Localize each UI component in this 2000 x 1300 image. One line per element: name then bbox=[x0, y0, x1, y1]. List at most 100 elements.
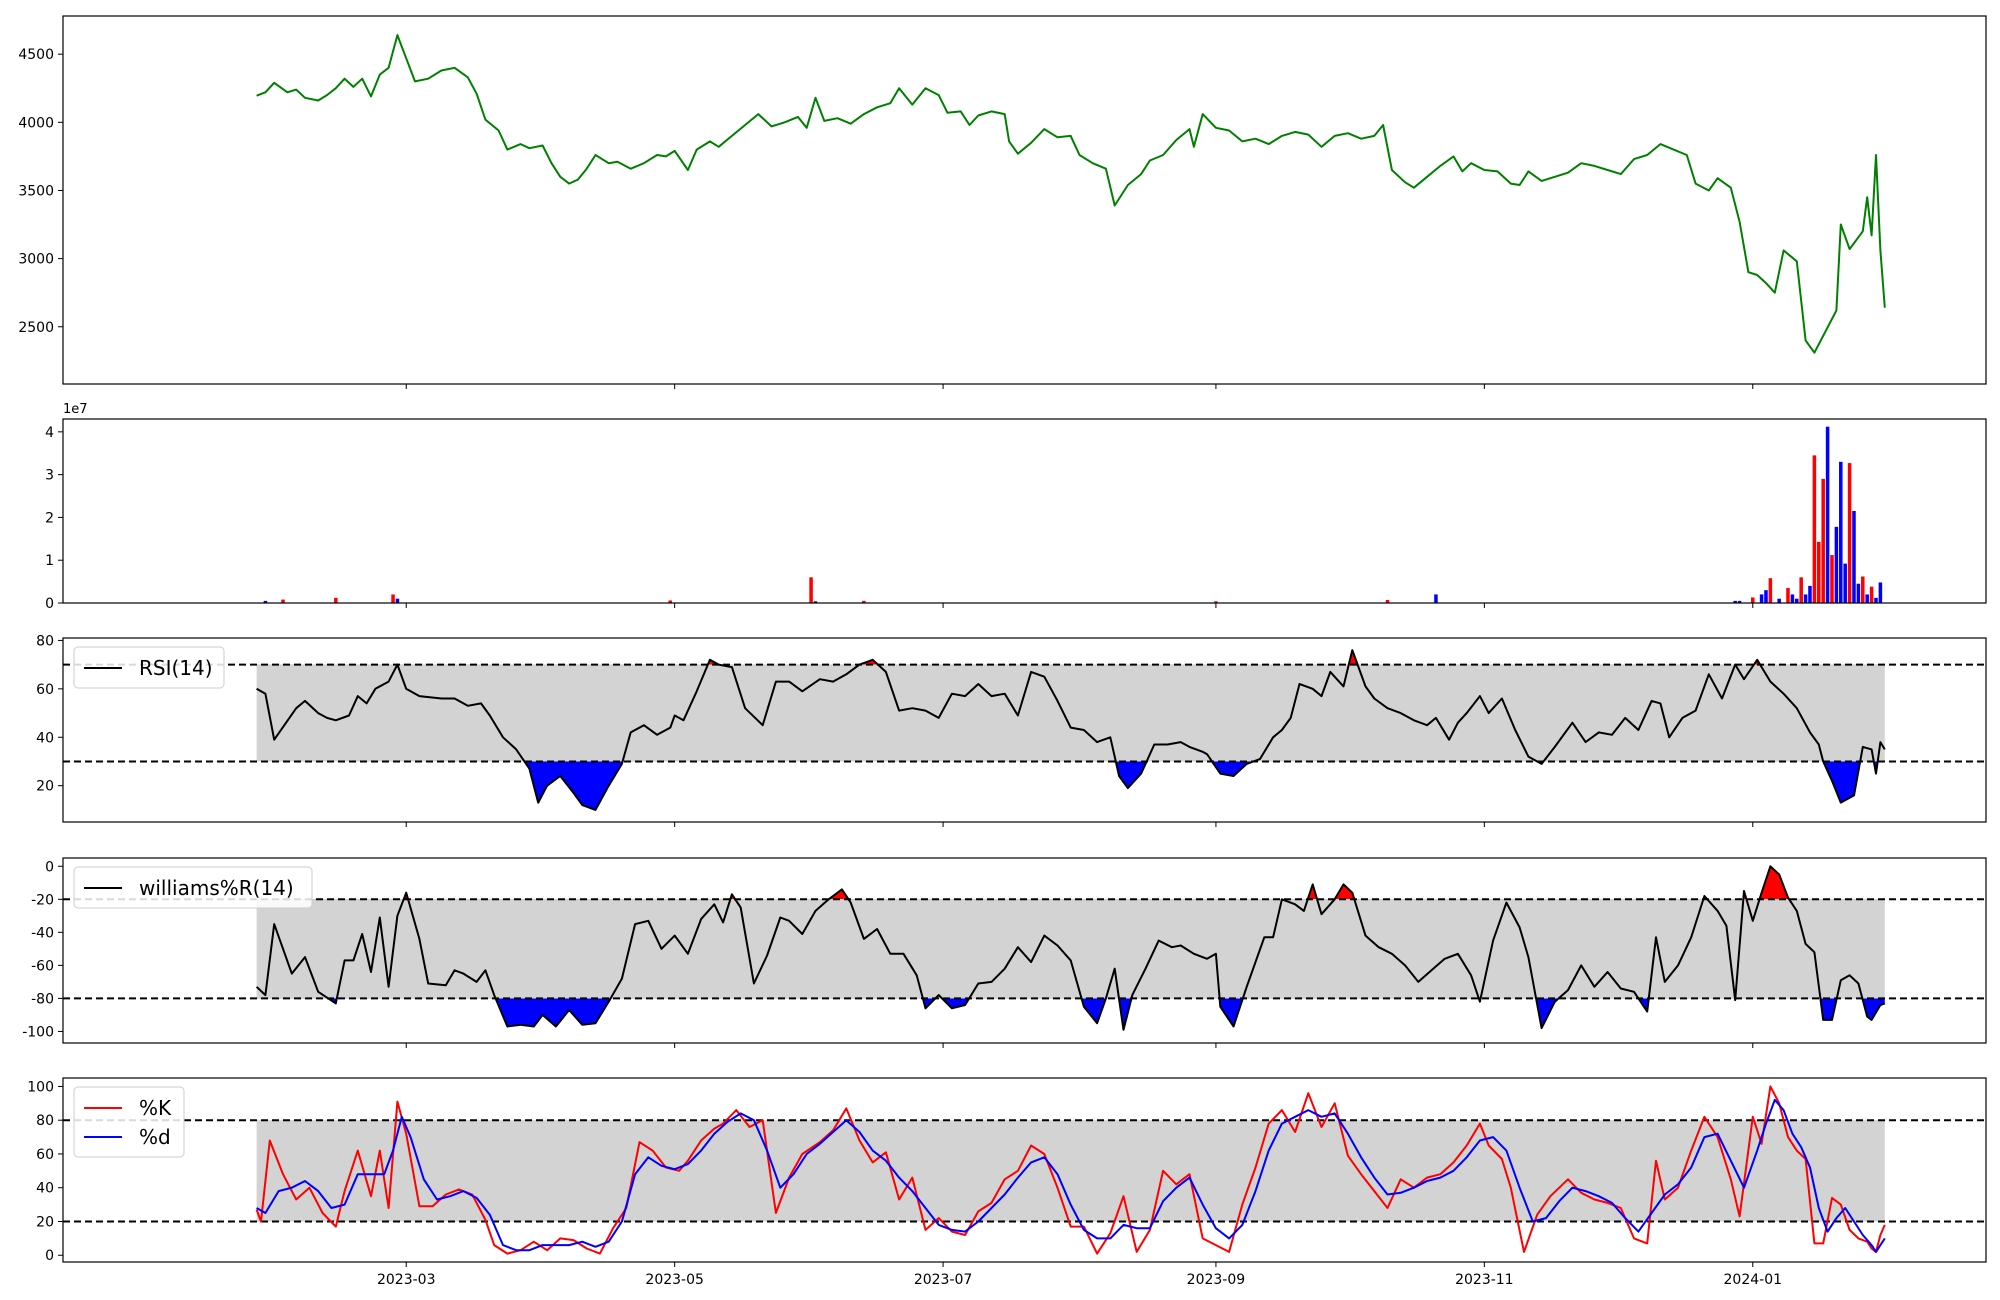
volume-bar bbox=[1856, 583, 1861, 603]
y-tick-label: 40 bbox=[36, 1181, 54, 1197]
williams-plot-area bbox=[63, 865, 1986, 1031]
volume-bar bbox=[1874, 597, 1878, 603]
y-tick-label: 3000 bbox=[18, 252, 54, 268]
volume-bar bbox=[1847, 463, 1852, 603]
volume-bar bbox=[1865, 594, 1869, 603]
volume-bar bbox=[862, 600, 866, 603]
legend-box bbox=[73, 866, 313, 909]
volume-bar bbox=[263, 600, 268, 603]
rsi-14-line bbox=[256, 649, 1886, 811]
volume-bar bbox=[813, 601, 818, 603]
y-tick-label: -80 bbox=[31, 991, 54, 1007]
volume-bar bbox=[1830, 555, 1834, 603]
williams-r-14-line bbox=[255, 865, 1886, 1031]
volume-bar bbox=[1861, 576, 1865, 603]
volume-bar bbox=[1803, 594, 1808, 603]
y-tick-label: 4 bbox=[45, 425, 54, 441]
volume-bar bbox=[1869, 586, 1874, 603]
y-tick-label: 0 bbox=[45, 859, 54, 875]
panel-williams: -100 -80 -60 -40 -20 0 williams%R(14) bbox=[22, 857, 1987, 1048]
y-tick-label: 0 bbox=[45, 596, 54, 612]
y-tick-label: 0 bbox=[45, 1248, 54, 1264]
legend-label: %K bbox=[139, 1096, 172, 1120]
legend-label: %d bbox=[139, 1125, 171, 1149]
volume-bar bbox=[1786, 588, 1790, 603]
rsi-frame bbox=[62, 637, 1987, 823]
y-tick-label: -20 bbox=[31, 892, 54, 908]
volume-bar bbox=[1812, 455, 1817, 603]
legend-box bbox=[73, 1086, 185, 1158]
williams-frame bbox=[62, 857, 1987, 1044]
volume-bar bbox=[1834, 526, 1839, 603]
y-tick-label: 4500 bbox=[18, 47, 54, 63]
volume-bar bbox=[281, 599, 285, 603]
legend: williams%R(14) bbox=[73, 866, 313, 909]
oversold-fill bbox=[256, 761, 1885, 810]
y-tick-label: -40 bbox=[31, 925, 54, 941]
panel-volume: 0 1 2 3 4 1e7 bbox=[45, 402, 1987, 612]
neutral-band bbox=[256, 664, 1885, 762]
volume-bar bbox=[1839, 461, 1843, 603]
volume-bar bbox=[395, 598, 400, 603]
y-tick-label: 40 bbox=[36, 730, 54, 746]
volume-bar bbox=[1808, 585, 1812, 603]
volume-bar bbox=[1843, 563, 1847, 603]
y-tick-label: 100 bbox=[27, 1079, 54, 1095]
volume-plot-area bbox=[263, 426, 1883, 603]
y-tick-label: 60 bbox=[36, 1147, 54, 1163]
legend: %K %d bbox=[73, 1086, 185, 1158]
volume-bar bbox=[1385, 600, 1390, 603]
volume-bar bbox=[1777, 598, 1781, 603]
volume-bar bbox=[1434, 594, 1438, 603]
x-tick-label: 2024-01 bbox=[1724, 1272, 1783, 1288]
y-tick-label: 20 bbox=[36, 779, 54, 795]
legend-box bbox=[73, 646, 225, 689]
volume-bar bbox=[1821, 478, 1825, 603]
x-tick-label: 2023-05 bbox=[645, 1272, 704, 1288]
volume-bar bbox=[1768, 578, 1773, 603]
y-tick-label: -100 bbox=[22, 1024, 54, 1040]
volume-bar bbox=[1733, 600, 1737, 603]
rsi-plot-area bbox=[63, 649, 1986, 811]
d-line bbox=[256, 1098, 1886, 1253]
x-tick-label: 2023-03 bbox=[377, 1272, 436, 1288]
y-tick-label: 60 bbox=[36, 682, 54, 698]
volume-bar bbox=[1751, 597, 1755, 603]
volume-bar bbox=[1799, 577, 1803, 603]
oversold-fill bbox=[256, 998, 1885, 1030]
y-tick-label: 80 bbox=[36, 633, 54, 649]
y-tick-label: 20 bbox=[36, 1214, 54, 1230]
volume-bar bbox=[1759, 594, 1764, 603]
panel-rsi: 20 40 60 80 RSI(14) bbox=[36, 633, 1987, 827]
volume-frame bbox=[62, 418, 1987, 604]
volume-bar bbox=[1214, 601, 1218, 603]
price-plot-area bbox=[256, 34, 1886, 354]
volume-bar bbox=[1764, 590, 1768, 603]
volume-bar bbox=[334, 597, 338, 603]
volume-bar bbox=[391, 594, 395, 603]
y-tick-label: 2500 bbox=[18, 320, 54, 336]
volume-bar bbox=[1852, 511, 1856, 603]
y-tick-label: 3 bbox=[45, 468, 54, 484]
y-tick-label: 3500 bbox=[18, 183, 54, 199]
volume-bar bbox=[668, 600, 673, 603]
panel-stochastic: 0 20 40 60 80 100 2023-03 2023-05 2023-07 2023-09… bbox=[27, 1077, 1987, 1288]
stochastic-frame bbox=[62, 1077, 1987, 1263]
legend: RSI(14) bbox=[73, 646, 225, 689]
volume-bar bbox=[809, 577, 813, 603]
volume-bar bbox=[1737, 600, 1742, 603]
x-tick-label: 2023-11 bbox=[1455, 1272, 1514, 1288]
y-tick-label: 2 bbox=[45, 510, 54, 526]
panel-price: 2500 3000 3500 4000 4500 bbox=[18, 15, 1987, 389]
volume-bar bbox=[1790, 594, 1795, 603]
x-tick-label: 2023-09 bbox=[1187, 1272, 1246, 1288]
volume-bar bbox=[1825, 426, 1830, 603]
neutral-band bbox=[256, 899, 1885, 999]
price-frame bbox=[62, 15, 1987, 385]
y-tick-label: 4000 bbox=[18, 115, 54, 131]
y-scale-label: 1e7 bbox=[63, 402, 88, 417]
price-line bbox=[256, 34, 1886, 354]
k-line bbox=[255, 1085, 1886, 1255]
volume-bar bbox=[1878, 582, 1883, 603]
